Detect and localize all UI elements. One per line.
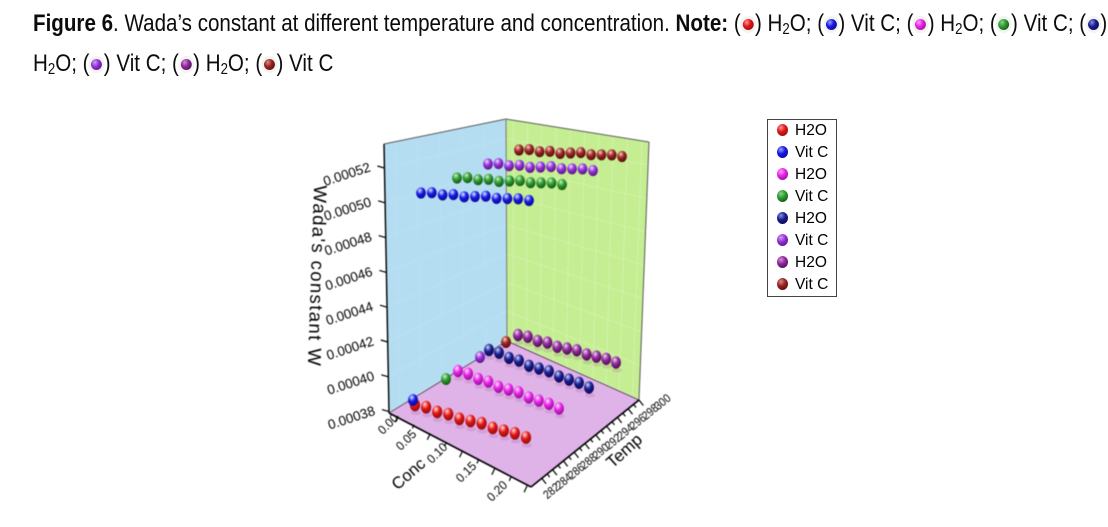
svg-text:Conc: Conc	[388, 455, 429, 494]
svg-text:0.05: 0.05	[393, 427, 420, 454]
svg-text:0.00042: 0.00042	[325, 334, 376, 363]
svg-text:0.00052: 0.00052	[321, 160, 372, 189]
svg-text:0.00038: 0.00038	[326, 403, 377, 432]
svg-text:0.00044: 0.00044	[324, 299, 376, 328]
svg-text:0.15: 0.15	[453, 459, 480, 486]
svg-text:0.00040: 0.00040	[325, 368, 376, 397]
svg-text:0.00046: 0.00046	[323, 264, 374, 293]
svg-text:0.20: 0.20	[484, 478, 511, 505]
svg-text:Wada's constant W: Wada's constant W	[304, 185, 331, 368]
